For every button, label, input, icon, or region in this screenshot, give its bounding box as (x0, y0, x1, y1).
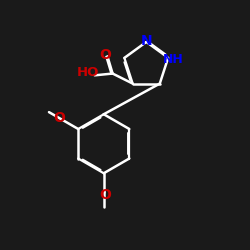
Text: O: O (53, 110, 65, 124)
Text: O: O (99, 188, 111, 202)
Text: O: O (100, 48, 111, 62)
Text: NH: NH (163, 53, 184, 66)
Text: HO: HO (76, 66, 99, 79)
Text: N: N (140, 34, 152, 48)
